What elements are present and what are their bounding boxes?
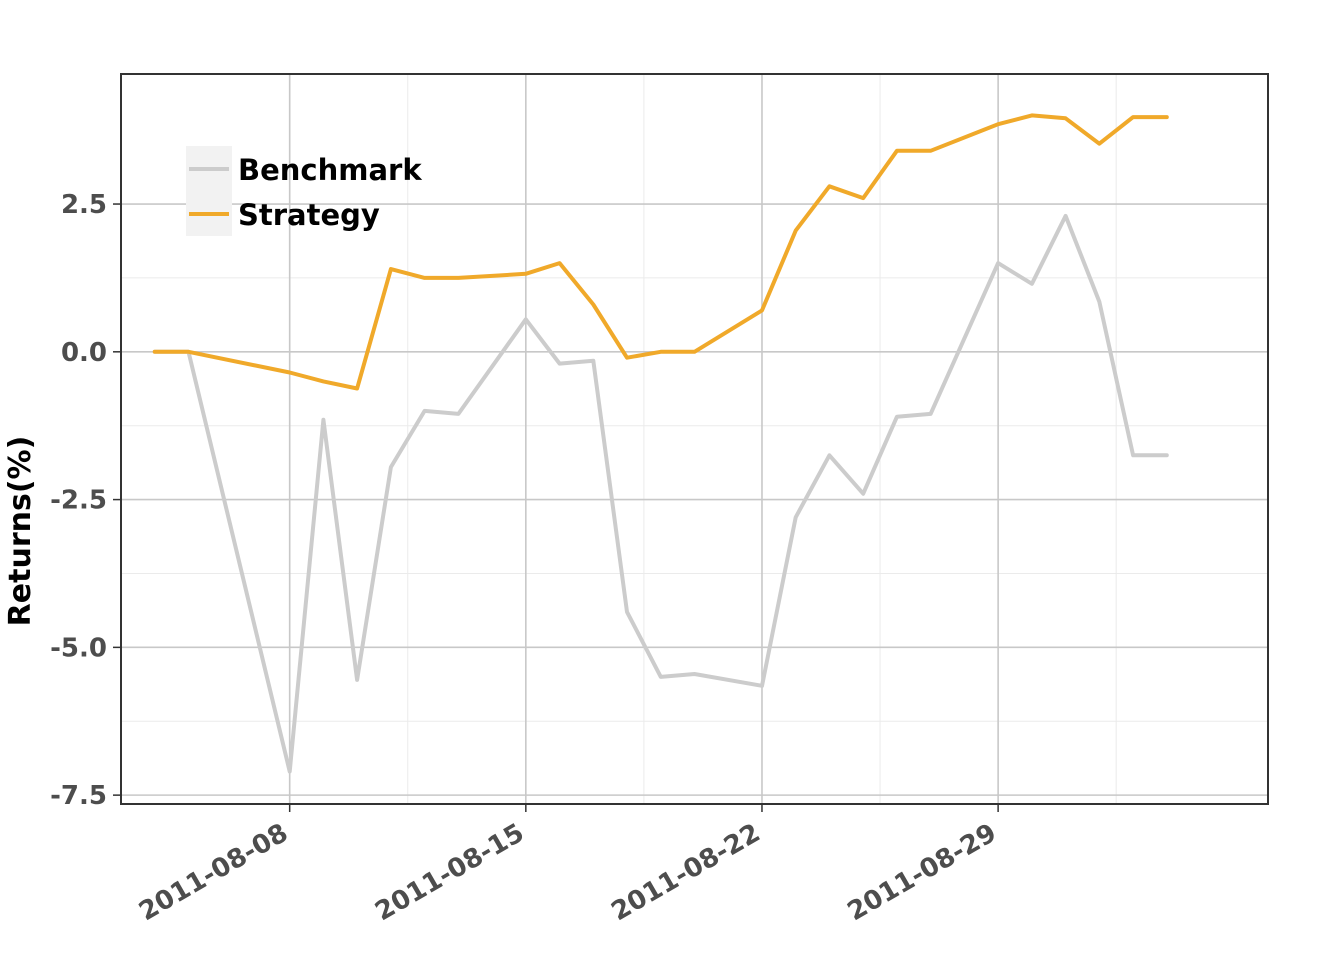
y-axis: -7.5 -5.0 -2.5 0.0 2.5	[50, 190, 121, 811]
y-tick-label: 2.5	[61, 190, 107, 220]
y-tick-label: -5.0	[50, 633, 107, 663]
series-line-benchmark	[152, 213, 1169, 774]
legend: Benchmark Strategy	[186, 146, 422, 236]
grid-lines	[121, 74, 1268, 804]
y-axis-title: Returns(%)	[3, 436, 38, 627]
series-line-strategy	[152, 113, 1169, 391]
x-tick-label: 2011-08-22	[606, 818, 765, 927]
x-tick-label: 2011-08-29	[843, 818, 1002, 927]
y-tick-label: -7.5	[50, 781, 107, 811]
legend-label-benchmark: Benchmark	[238, 153, 422, 187]
y-tick-label: -2.5	[50, 486, 107, 516]
plot-area-border	[120, 73, 1269, 805]
legend-label-strategy: Strategy	[238, 198, 380, 232]
series-lines	[152, 113, 1169, 774]
x-tick-label: 2011-08-15	[370, 818, 529, 927]
y-tick-label: 0.0	[61, 338, 107, 368]
x-tick-label: 2011-08-08	[134, 818, 293, 927]
x-axis: 2011-08-08 2011-08-15 2011-08-22 2011-08-29	[134, 804, 1002, 927]
